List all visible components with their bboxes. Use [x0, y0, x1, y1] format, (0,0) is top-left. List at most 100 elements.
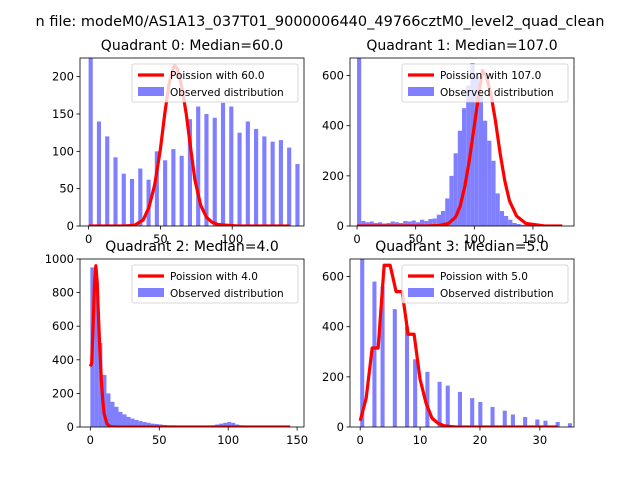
histogram-bar: [392, 309, 397, 427]
histogram-bar: [360, 259, 365, 427]
histogram-bar: [424, 220, 429, 226]
histogram-bar: [499, 210, 504, 226]
histogram-bar: [502, 410, 507, 427]
histogram-bar: [122, 414, 127, 427]
histogram-bar: [231, 422, 236, 427]
histogram-bar: [495, 193, 500, 226]
histogram-bar: [312, 170, 316, 226]
y-tick-label: 100: [52, 144, 74, 158]
histogram-bar: [487, 140, 492, 226]
histogram-bar: [369, 221, 374, 226]
y-tick-label: 0: [337, 219, 344, 233]
y-tick-label: 600: [322, 69, 344, 83]
y-tick-label: 150: [52, 107, 74, 121]
legend-hist-swatch: [408, 288, 434, 297]
histogram-bar: [411, 220, 416, 226]
histogram-bar: [328, 185, 332, 226]
histogram-bar: [254, 128, 259, 226]
legend-box: [131, 264, 299, 304]
x-tick-label: 50: [152, 433, 167, 447]
histogram-bar: [126, 416, 131, 427]
histogram-bar: [407, 221, 412, 226]
legend-hist-swatch: [408, 87, 434, 96]
x-tick-label: 10: [413, 433, 428, 447]
histogram-bar: [523, 416, 528, 427]
x-tick-label: 0: [357, 433, 364, 447]
histogram-bar: [453, 153, 458, 226]
axes-frame: [349, 258, 575, 428]
x-tick-label: 100: [217, 433, 239, 447]
histogram-bar: [441, 210, 446, 226]
x-tick-label: 100: [221, 232, 243, 246]
y-tick-label: 0: [337, 420, 344, 434]
histogram-bar: [361, 220, 366, 226]
histogram-bar: [394, 222, 400, 226]
axes-frame: [79, 57, 305, 227]
y-tick-label: 800: [52, 286, 74, 300]
y-tick-label: 200: [52, 386, 74, 400]
histogram-bar: [113, 157, 118, 226]
y-tick-label: 200: [52, 70, 74, 84]
histogram-bar: [478, 401, 483, 427]
y-tick-label: 0: [67, 219, 74, 233]
histogram-bar: [154, 151, 159, 226]
histogram-bar: [219, 423, 224, 427]
histogram-bar: [457, 130, 462, 226]
histogram-bar: [425, 371, 430, 427]
x-tick-label: 0: [87, 433, 94, 447]
histogram-bar: [512, 222, 517, 226]
histogram-bar: [204, 114, 209, 226]
histogram-bar: [567, 423, 572, 427]
histogram-bar: [150, 423, 155, 427]
histogram-bar: [445, 198, 450, 226]
histogram-bar: [110, 401, 115, 427]
histogram-bar: [105, 136, 110, 226]
histogram-bar: [295, 164, 300, 226]
legend: Poission with 5.0 Observed distribution: [401, 264, 569, 304]
legend: Poission with 4.0 Observed distribution: [131, 264, 299, 304]
axes-frame: [349, 57, 575, 227]
histogram-bar: [482, 120, 488, 226]
subplot-3: 0 10 20 30 0 200 400 600 Quadrant 3: Median=5.0 P…: [322, 239, 575, 447]
histogram-bar: [163, 160, 168, 226]
histogram-bar: [179, 155, 184, 226]
histogram-bar: [118, 411, 123, 427]
histogram-bar: [146, 422, 151, 427]
subplot-2: 0 50 100 150 0 200 400 600 800 1000 Quadrant 2: Me…: [45, 239, 308, 447]
histogram-bar: [138, 168, 143, 226]
legend: Poission with 107.0 Observed distribution: [401, 63, 569, 103]
histogram-bar: [223, 422, 228, 427]
subplot-title: Quadrant 2: Median=4.0: [105, 239, 279, 255]
x-tick-label: 50: [408, 232, 423, 246]
histogram-bar: [212, 117, 217, 226]
histogram-bar: [555, 421, 560, 427]
histogram-bar: [237, 132, 242, 226]
histogram-bar: [320, 185, 324, 226]
y-tick-label: 50: [59, 182, 74, 196]
histogram-bar: [287, 147, 292, 226]
histogram-bar: [543, 420, 548, 427]
x-tick-label: 100: [463, 232, 485, 246]
x-tick-label: 30: [533, 433, 548, 447]
histogram-bar: [520, 224, 525, 226]
x-tick-label: 0: [353, 232, 360, 246]
legend-box: [131, 63, 299, 103]
histogram-bar: [413, 359, 418, 427]
subplot-title: Quadrant 3: Median=5.0: [375, 239, 549, 255]
histogram-bar: [106, 393, 111, 427]
histogram-bar: [516, 223, 521, 226]
legend-hist-label: Observed distribution: [170, 87, 284, 99]
subplot-title: Quadrant 0: Median=60.0: [101, 38, 283, 54]
histogram-bar: [114, 406, 119, 427]
histogram-bar: [96, 121, 102, 226]
histogram-bar: [129, 178, 135, 226]
x-tick-label: 50: [153, 232, 168, 246]
x-tick-label: 150: [286, 433, 308, 447]
histogram-bar: [378, 222, 383, 226]
axes-frame: [79, 258, 305, 428]
plot-area: [357, 58, 563, 226]
subplot-0: 0 50 100 0 50 100 150 200 Quadrant 0: Median=60.…: [52, 38, 332, 246]
poisson-line: [358, 263, 558, 427]
histogram-bar: [365, 222, 370, 226]
